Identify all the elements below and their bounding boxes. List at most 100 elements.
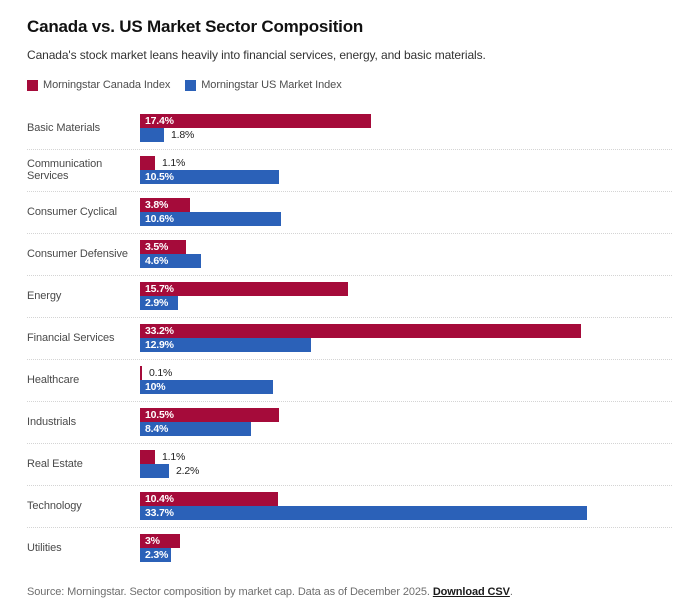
canada-bar: 15.7% — [140, 282, 348, 296]
bar-value-label: 10.4% — [145, 493, 174, 505]
sector-row: Energy 15.7% 2.9% — [27, 276, 672, 318]
sector-row: Basic Materials 17.4% 1.8% — [27, 108, 672, 150]
sector-row: Consumer Defensive 3.5% 4.6% — [27, 234, 672, 276]
bar-line: 2.9% — [140, 296, 672, 310]
bar-pair: 3% 2.3% — [140, 534, 672, 562]
sector-label: Consumer Defensive — [27, 248, 128, 260]
sector-label: Consumer Cyclical — [27, 206, 117, 218]
bar-value-label: 17.4% — [145, 115, 174, 127]
bar-line: 10.5% — [140, 408, 672, 422]
bar-value-label: 1.8% — [171, 129, 195, 141]
bar-value-label: 10% — [145, 381, 166, 393]
us-bar: 2.9% — [140, 296, 178, 310]
bar-pair: 10.5% 8.4% — [140, 408, 672, 436]
sector-label: Basic Materials — [27, 122, 101, 134]
us-bar: 10.6% — [140, 212, 281, 226]
sector-label: Financial Services — [27, 332, 115, 344]
bar-line: 1.8% — [140, 128, 672, 142]
source-period: . — [509, 586, 513, 598]
canada-swatch-icon — [27, 79, 38, 91]
bar-pair: 15.7% 2.9% — [140, 282, 672, 310]
bar-line: 33.7% — [140, 506, 672, 520]
bar-value-label: 10.5% — [145, 171, 174, 183]
canada-bar — [140, 156, 155, 170]
bar-pair: 1.1% 2.2% — [140, 450, 672, 478]
legend: Morningstar Canada Index Morningstar US … — [27, 79, 672, 91]
us-bar: 2.3% — [140, 548, 171, 562]
source-text: Source: Morningstar. Sector composition … — [27, 586, 433, 598]
bar-pair: 3.5% 4.6% — [140, 240, 672, 268]
bar-line: 8.4% — [140, 422, 672, 436]
sector-label: Industrials — [27, 416, 77, 428]
bar-pair: 17.4% 1.8% — [140, 114, 672, 142]
bar-value-label: 3.8% — [145, 199, 169, 211]
bar-line: 1.1% — [140, 156, 672, 170]
bar-pair: 3.8% 10.6% — [140, 198, 672, 226]
sector-label: Energy — [27, 290, 62, 302]
us-bar: 12.9% — [140, 338, 311, 352]
canada-bar: 10.4% — [140, 492, 278, 506]
sector-row: Communication Services 1.1% 10.5% — [27, 150, 672, 192]
bar-value-label: 3.5% — [145, 241, 169, 253]
bar-value-label: 12.9% — [145, 339, 174, 351]
bar-value-label: 33.2% — [145, 325, 174, 337]
bar-value-label: 3% — [145, 535, 160, 547]
us-bar: 33.7% — [140, 506, 587, 520]
legend-label-us: Morningstar US Market Index — [201, 79, 342, 91]
bar-line: 17.4% — [140, 114, 672, 128]
bar-line: 3.8% — [140, 198, 672, 212]
bar-value-label: 1.1% — [162, 157, 186, 169]
bar-value-label: 2.2% — [176, 465, 200, 477]
bar-value-label: 2.3% — [145, 549, 169, 561]
chart-subtitle: Canada's stock market leans heavily into… — [27, 48, 486, 62]
sector-label: Healthcare — [27, 374, 80, 386]
bar-value-label: 8.4% — [145, 423, 169, 435]
bar-value-label: 4.6% — [145, 255, 169, 267]
sector-label: Real Estate — [27, 458, 83, 470]
sector-row: Utilities 3% 2.3% — [27, 528, 672, 569]
bar-line: 10.4% — [140, 492, 672, 506]
bar-value-label: 1.1% — [162, 451, 186, 463]
sector-label: Utilities — [27, 542, 62, 554]
canada-bar: 3.8% — [140, 198, 190, 212]
canada-bar: 10.5% — [140, 408, 279, 422]
bar-value-label: 10.6% — [145, 213, 174, 225]
legend-item-us: Morningstar US Market Index — [185, 79, 342, 91]
bar-value-label: 10.5% — [145, 409, 174, 421]
bar-line: 15.7% — [140, 282, 672, 296]
canada-bar — [140, 450, 155, 464]
legend-label-canada: Morningstar Canada Index — [43, 79, 171, 91]
bar-value-label: 2.9% — [145, 297, 169, 309]
canada-bar: 33.2% — [140, 324, 581, 338]
sector-row: Real Estate 1.1% 2.2% — [27, 444, 672, 486]
bar-line: 10.5% — [140, 170, 672, 184]
us-bar: 10% — [140, 380, 273, 394]
bar-value-label: 33.7% — [145, 507, 174, 519]
download-csv-link[interactable]: Download CSV — [432, 586, 510, 598]
bar-line: 10% — [140, 380, 672, 394]
sector-row: Healthcare 0.1% 10% — [27, 360, 672, 402]
sector-row: Industrials 10.5% 8.4% — [27, 402, 672, 444]
bar-value-label: 15.7% — [145, 283, 174, 295]
bar-line: 3% — [140, 534, 672, 548]
canada-bar: 17.4% — [140, 114, 371, 128]
us-swatch-icon — [185, 79, 197, 91]
source-note: Source: Morningstar. Sector composition … — [27, 586, 672, 598]
bar-line: 4.6% — [140, 254, 672, 268]
canada-bar: 3.5% — [140, 240, 186, 254]
bar-line: 3.5% — [140, 240, 672, 254]
sector-composition-chart: Basic Materials 17.4% 1.8% Communication Se… — [27, 108, 672, 569]
sector-row: Technology 10.4% 33.7% — [27, 486, 672, 528]
bar-line: 0.1% — [140, 366, 672, 380]
bar-line: 1.1% — [140, 450, 672, 464]
bar-pair: 10.4% 33.7% — [140, 492, 672, 520]
bar-value-label: 0.1% — [149, 367, 173, 379]
bar-pair: 33.2% 12.9% — [140, 324, 672, 352]
page-title: Canada vs. US Market Sector Composition — [27, 17, 364, 36]
us-bar — [140, 464, 169, 478]
bar-line: 12.9% — [140, 338, 672, 352]
us-bar — [140, 128, 164, 142]
us-bar: 10.5% — [140, 170, 279, 184]
canada-bar: 3% — [140, 534, 180, 548]
